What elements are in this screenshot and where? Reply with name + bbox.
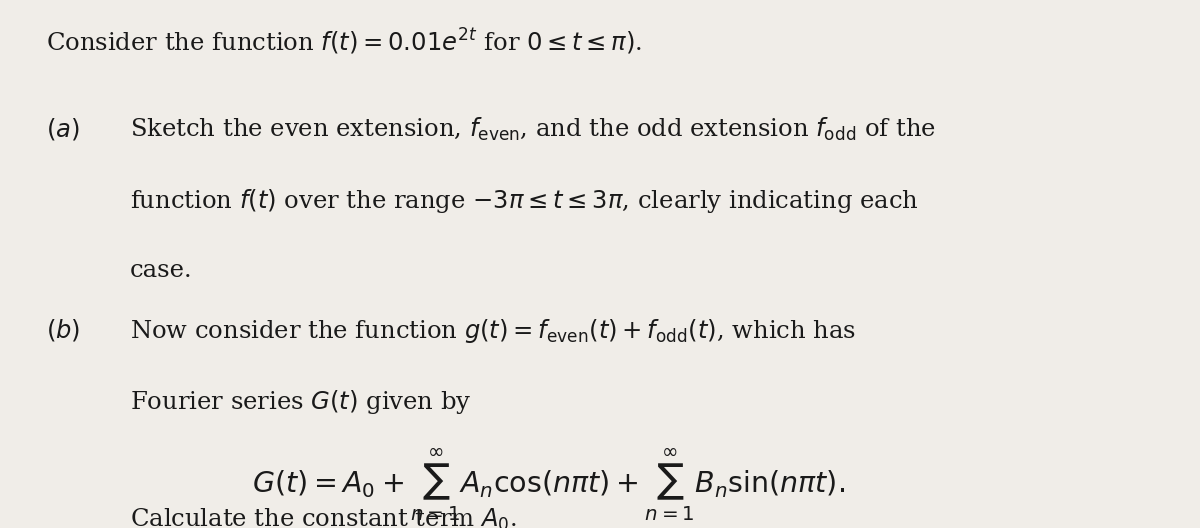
Text: function $f(t)$ over the range $-3\pi \leq t \leq 3\pi$, clearly indicating each: function $f(t)$ over the range $-3\pi \l… <box>130 187 918 215</box>
Text: $(b)$: $(b)$ <box>46 317 80 343</box>
Text: Fourier series $G(t)$ given by: Fourier series $G(t)$ given by <box>130 388 472 416</box>
Text: case.: case. <box>130 259 192 282</box>
Text: $G(t) = A_0 + \sum_{n=1}^{\infty} A_n \cos(n\pi t) + \sum_{n=1}^{\infty} B_n \si: $G(t) = A_0 + \sum_{n=1}^{\infty} A_n \c… <box>252 446 845 523</box>
Text: Now consider the function $g(t) = f_{\mathrm{even}}(t) + f_{\mathrm{odd}}(t)$, w: Now consider the function $g(t) = f_{\ma… <box>130 317 856 345</box>
Text: Sketch the even extension, $f_{\mathrm{even}}$, and the odd extension $f_{\mathr: Sketch the even extension, $f_{\mathrm{e… <box>130 116 936 144</box>
Text: Calculate the constant term $A_0$.: Calculate the constant term $A_0$. <box>130 507 516 528</box>
Text: $(a)$: $(a)$ <box>46 116 79 142</box>
Text: Consider the function $f(t) = 0.01e^{2t}$ for $0 \leq t \leq \pi)$.: Consider the function $f(t) = 0.01e^{2t}… <box>46 26 642 56</box>
